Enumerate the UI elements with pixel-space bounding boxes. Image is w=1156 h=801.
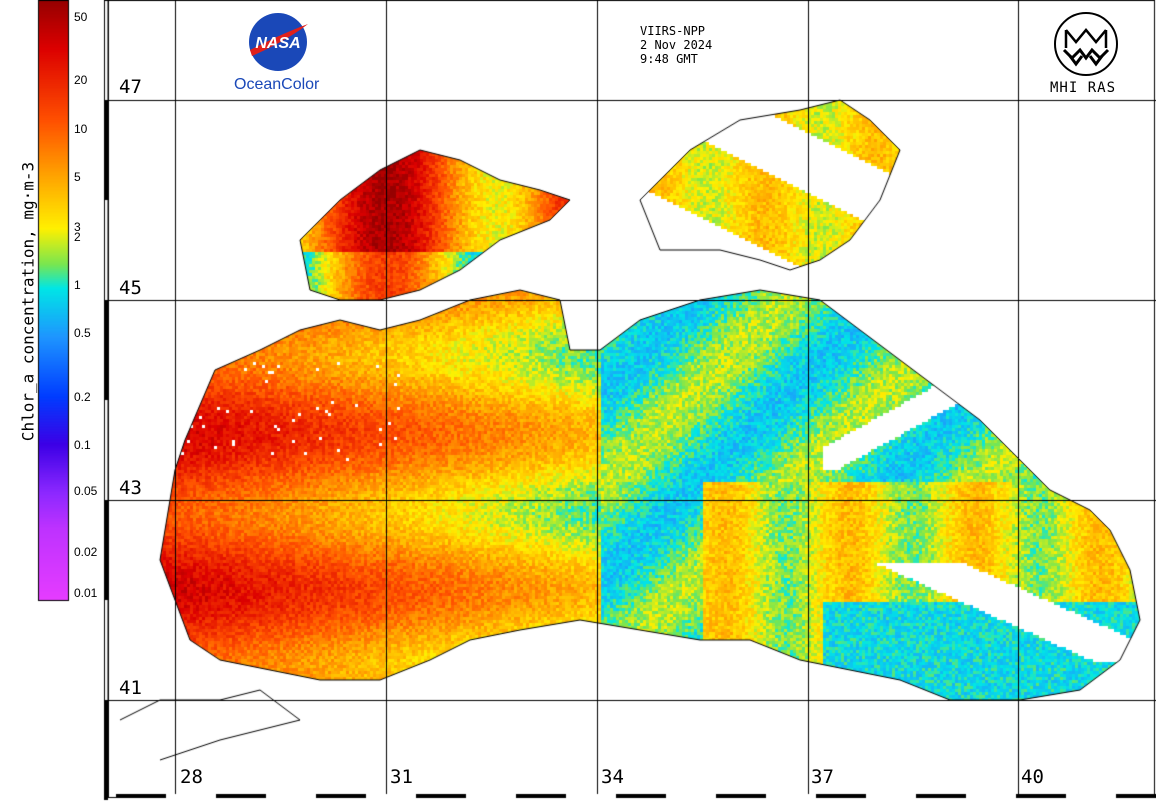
lat-label-41: 41 bbox=[119, 677, 142, 699]
time-label: 9:48 GMT bbox=[640, 52, 698, 66]
lon-label-28: 28 bbox=[180, 766, 203, 788]
nasa-logo: NASA bbox=[249, 13, 308, 71]
lat-label-47: 47 bbox=[119, 76, 142, 98]
colorbar-tick-0.5: 0.5 bbox=[74, 326, 91, 340]
colorbar-title: Chlor_a concentration, mg·m-3 bbox=[18, 161, 38, 442]
mhi-label: MHI RAS bbox=[1050, 80, 1117, 96]
colorbar-tick-50: 50 bbox=[74, 10, 88, 24]
colorbar-tick-0.05: 0.05 bbox=[74, 484, 98, 498]
nasa-logo-text: NASA bbox=[255, 35, 300, 52]
colorbar-tick-0.02: 0.02 bbox=[74, 545, 98, 559]
image-header: VIIRS-NPP 2 Nov 2024 9:48 GMT bbox=[640, 24, 712, 66]
lon-label-37: 37 bbox=[811, 766, 834, 788]
lon-label-31: 31 bbox=[390, 766, 413, 788]
date-label: 2 Nov 2024 bbox=[640, 38, 713, 52]
lat-label-43: 43 bbox=[119, 477, 142, 499]
satellite-label: VIIRS-NPP bbox=[640, 24, 706, 38]
colorbar-tick-10: 10 bbox=[74, 122, 88, 136]
lon-label-34: 34 bbox=[601, 766, 624, 788]
colorbar-tick-2: 2 bbox=[74, 230, 81, 244]
colorbar-tick-20: 20 bbox=[74, 73, 88, 87]
colorbar-tick-3: 3 bbox=[74, 220, 81, 234]
lat-label-45: 45 bbox=[119, 277, 142, 299]
lon-label-40: 40 bbox=[1021, 766, 1044, 788]
mhi-logo bbox=[1054, 12, 1118, 76]
colorbar-tick-5: 5 bbox=[74, 170, 81, 184]
colorbar-tick-0.2: 0.2 bbox=[74, 390, 91, 404]
colorbar-tick-1: 1 bbox=[74, 278, 81, 292]
colorbar-tick-0.1: 0.1 bbox=[74, 438, 91, 452]
oceancolor-label: OceanColor bbox=[234, 76, 320, 93]
colorbar-tick-0.01: 0.01 bbox=[74, 586, 98, 600]
